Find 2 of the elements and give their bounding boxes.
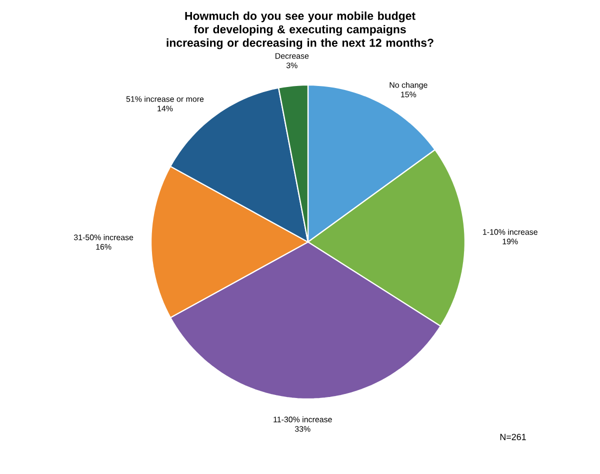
text: N=261 xyxy=(500,434,526,440)
chart-title: Howmuch do you see your mobile budget for developing & executing campaigns increasing or decreasing in the next 12 months? xyxy=(166,12,434,50)
